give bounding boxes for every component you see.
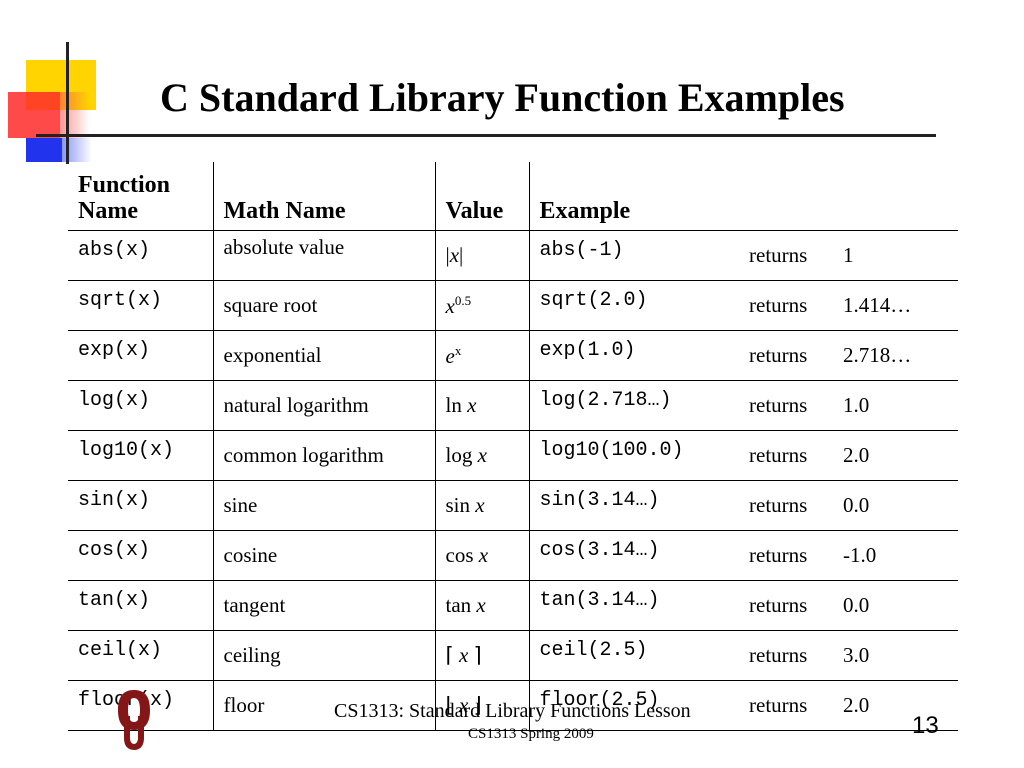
function-name-cell: sqrt(x) bbox=[68, 280, 213, 331]
result-value-cell: 2.718… bbox=[843, 330, 958, 381]
returns-label: returns bbox=[735, 630, 843, 681]
table-row: tan(x) tangent tan x tan(3.14…) returns 0.0 bbox=[68, 580, 958, 631]
math-name-cell: natural logarithm bbox=[212, 380, 435, 431]
example-call-cell: sqrt(2.0) bbox=[528, 280, 735, 331]
example-call-cell: log10(100.0) bbox=[528, 430, 735, 481]
header-function-name: Function Name bbox=[68, 162, 213, 231]
result-value-cell: 0.0 bbox=[843, 480, 958, 531]
table-row: sqrt(x) square root x0.5 sqrt(2.0) returns 1.… bbox=[68, 280, 958, 331]
example-call-cell: abs(-1) bbox=[528, 230, 735, 281]
result-value-cell: 2.0 bbox=[843, 430, 958, 481]
math-value-cell: ex bbox=[434, 330, 529, 381]
function-name-cell: ceil(x) bbox=[68, 630, 213, 681]
result-value-cell: 1.414… bbox=[843, 280, 958, 331]
returns-label: returns bbox=[735, 480, 843, 531]
function-name-cell: cos(x) bbox=[68, 530, 213, 581]
table-row: abs(x) absolute value |x| abs(-1) returns 1 bbox=[68, 230, 958, 281]
returns-label: returns bbox=[735, 580, 843, 631]
table-body: abs(x) absolute value |x| abs(-1) returns 1 sq… bbox=[68, 230, 958, 731]
function-name-cell: exp(x) bbox=[68, 330, 213, 381]
result-value-cell: 1.0 bbox=[843, 380, 958, 431]
result-value-cell: 1 bbox=[843, 230, 958, 281]
example-call-cell: floor(2.5) bbox=[528, 680, 735, 731]
example-call-cell: tan(3.14…) bbox=[528, 580, 735, 631]
table-row: log10(x) common logarithm log x log10(100.0… bbox=[68, 430, 958, 481]
header-example: Example bbox=[528, 162, 958, 231]
slide-title: C Standard Library Function Examples bbox=[160, 75, 845, 120]
returns-label: returns bbox=[735, 530, 843, 581]
returns-label: returns bbox=[735, 430, 843, 481]
returns-label: returns bbox=[735, 680, 843, 731]
math-name-cell: cosine bbox=[212, 530, 435, 581]
table-row: sin(x) sine sin x sin(3.14…) returns 0.0 bbox=[68, 480, 958, 531]
result-value-cell: 3.0 bbox=[843, 630, 958, 681]
math-value-cell: ln x bbox=[434, 380, 529, 431]
example-call-cell: exp(1.0) bbox=[528, 330, 735, 381]
ou-logo-icon bbox=[118, 690, 150, 750]
result-value-cell: 0.0 bbox=[843, 580, 958, 631]
math-name-cell: exponential bbox=[212, 330, 435, 381]
page-number: 13 bbox=[912, 712, 939, 739]
math-name-cell: floor bbox=[212, 680, 435, 731]
table-row: exp(x) exponential ex exp(1.0) returns 2.718… bbox=[68, 330, 958, 381]
example-call-cell: cos(3.14…) bbox=[528, 530, 735, 581]
footer-course-title: CS1313: Standard Library Functions Lesso… bbox=[334, 700, 691, 722]
example-call-cell: ceil(2.5) bbox=[528, 630, 735, 681]
math-value-cell: ⌈ x ⌉ bbox=[434, 630, 529, 681]
header-math-name: Math Name bbox=[212, 162, 435, 231]
function-name-cell: log(x) bbox=[68, 380, 213, 431]
math-value-cell: x0.5 bbox=[434, 280, 529, 331]
result-value-cell: -1.0 bbox=[843, 530, 958, 581]
math-value-cell: log x bbox=[434, 430, 529, 481]
returns-label: returns bbox=[735, 330, 843, 381]
function-table: Function Name Math Name Value Example ab… bbox=[68, 162, 958, 731]
decor-red-fade bbox=[60, 92, 90, 138]
table-row: cos(x) cosine cos x cos(3.14…) returns -1.0 bbox=[68, 530, 958, 581]
example-call-cell: log(2.718…) bbox=[528, 380, 735, 431]
math-name-cell: sine bbox=[212, 480, 435, 531]
function-name-cell: log10(x) bbox=[68, 430, 213, 481]
header-value: Value bbox=[434, 162, 529, 231]
decor-vertical-line bbox=[66, 42, 69, 164]
math-name-cell: common logarithm bbox=[212, 430, 435, 481]
returns-label: returns bbox=[735, 280, 843, 331]
result-value-cell: 2.0 bbox=[843, 680, 958, 731]
table-row: log(x) natural logarithm ln x log(2.718…) re… bbox=[68, 380, 958, 431]
math-value-cell: |x| bbox=[434, 230, 529, 281]
function-name-cell: abs(x) bbox=[68, 230, 213, 281]
table-header-row: Function Name Math Name Value Example bbox=[68, 162, 958, 231]
returns-label: returns bbox=[735, 230, 843, 281]
math-name-cell: ceiling bbox=[212, 630, 435, 681]
math-name-cell: absolute value bbox=[212, 230, 435, 281]
example-call-cell: sin(3.14…) bbox=[528, 480, 735, 531]
math-value-cell: sin x bbox=[434, 480, 529, 531]
math-value-cell: ⌊ x ⌋ bbox=[434, 680, 529, 731]
decor-red-square bbox=[8, 92, 60, 138]
footer-semester: CS1313 Spring 2009 bbox=[468, 726, 594, 742]
returns-label: returns bbox=[735, 380, 843, 431]
math-value-cell: tan x bbox=[434, 580, 529, 631]
math-name-cell: square root bbox=[212, 280, 435, 331]
table-row: ceil(x) ceiling ⌈ x ⌉ ceil(2.5) returns 3.0 bbox=[68, 630, 958, 681]
function-name-cell: sin(x) bbox=[68, 480, 213, 531]
function-name-cell: tan(x) bbox=[68, 580, 213, 631]
decor-blue-square bbox=[26, 138, 62, 162]
title-underline bbox=[36, 134, 936, 137]
math-value-cell: cos x bbox=[434, 530, 529, 581]
math-name-cell: tangent bbox=[212, 580, 435, 631]
